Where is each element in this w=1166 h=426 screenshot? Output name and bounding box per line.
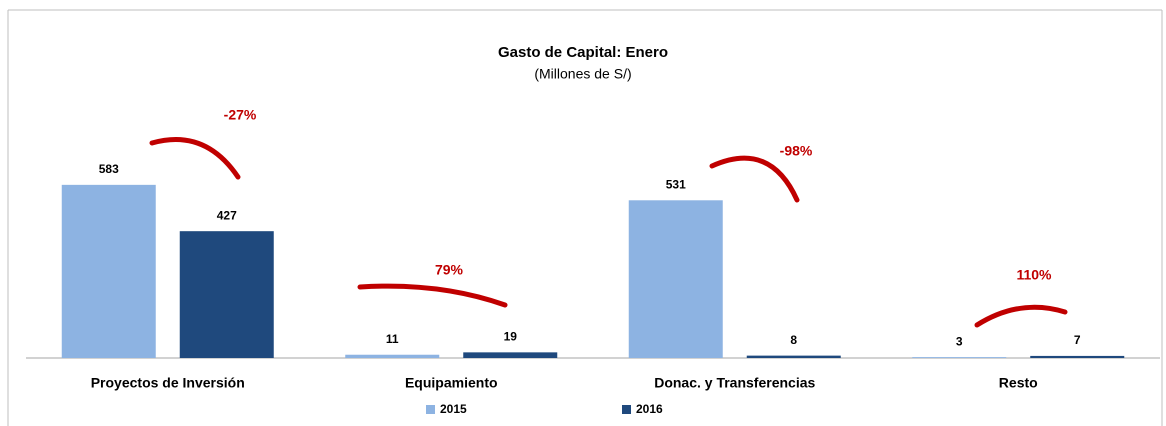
change-annotation: 79% bbox=[435, 262, 464, 278]
data-label: 531 bbox=[666, 177, 686, 191]
bar bbox=[179, 231, 274, 358]
x-tick-label: Resto bbox=[999, 375, 1038, 391]
data-label: 583 bbox=[99, 162, 119, 176]
legend-swatch bbox=[622, 405, 631, 414]
chart-title: Gasto de Capital: Enero bbox=[498, 44, 668, 61]
change-annotation: -27% bbox=[224, 107, 257, 123]
bar bbox=[628, 200, 723, 358]
data-label: 427 bbox=[217, 208, 237, 222]
data-label: 19 bbox=[504, 330, 518, 344]
bar bbox=[61, 184, 156, 358]
legend-label: 2016 bbox=[636, 402, 663, 416]
change-annotation: -98% bbox=[780, 143, 813, 159]
x-tick-label: Proyectos de Inversión bbox=[91, 375, 245, 391]
change-arrow bbox=[357, 283, 508, 308]
bar bbox=[746, 355, 841, 358]
bar bbox=[345, 354, 440, 358]
bar bbox=[463, 352, 558, 358]
data-label: 3 bbox=[956, 334, 963, 348]
data-label: 7 bbox=[1074, 333, 1081, 347]
chart-subtitle: (Millones de S/) bbox=[534, 66, 631, 82]
change-arrow bbox=[709, 155, 800, 203]
bar bbox=[1030, 355, 1125, 358]
x-tick-label: Equipamiento bbox=[405, 375, 498, 391]
x-tick-label: Donac. y Transferencias bbox=[654, 375, 815, 391]
data-label: 11 bbox=[386, 332, 399, 346]
change-arrow bbox=[974, 304, 1068, 328]
legend-label: 2015 bbox=[440, 402, 467, 416]
change-arrow bbox=[149, 137, 241, 180]
legend-swatch bbox=[426, 405, 435, 414]
data-label: 8 bbox=[790, 333, 797, 347]
bar bbox=[912, 357, 1007, 358]
change-annotation: 110% bbox=[1016, 267, 1052, 283]
